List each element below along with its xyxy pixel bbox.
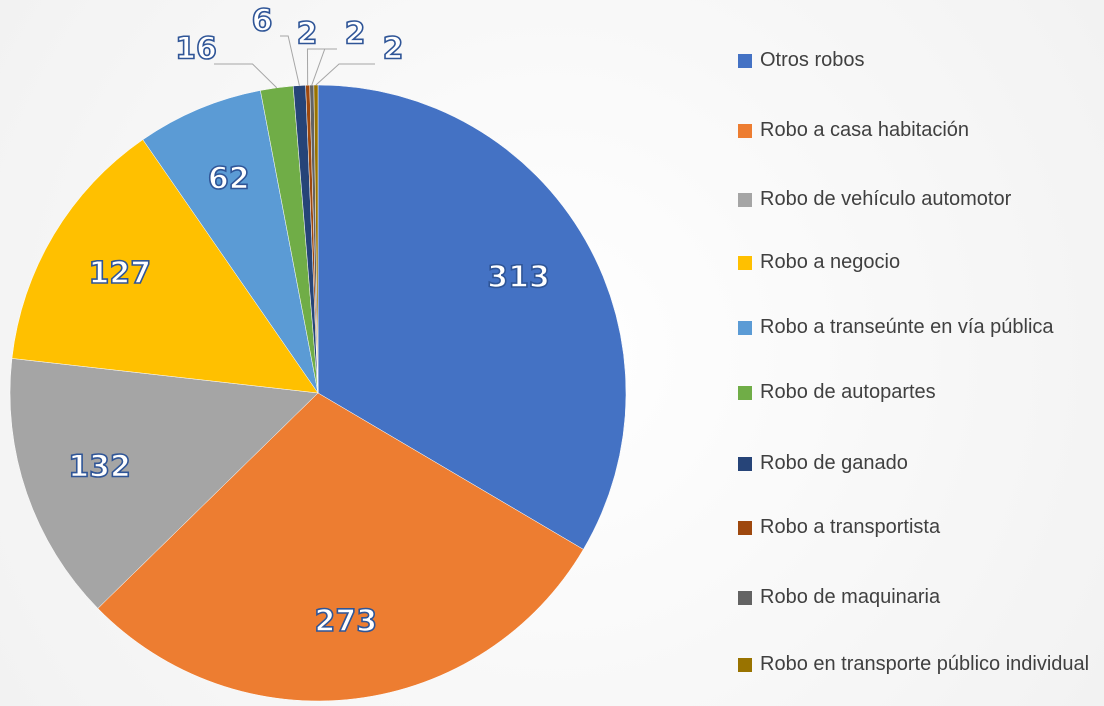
legend-label: Robo de vehículo automotor: [760, 188, 1012, 210]
leader-line: [280, 35, 300, 86]
legend-label: Robo en transporte público individual: [760, 653, 1090, 675]
legend-swatch: [738, 124, 752, 138]
data-label: 6: [252, 4, 273, 39]
legend-swatch: [738, 457, 752, 471]
legend-item: Robo de ganado: [738, 449, 1098, 477]
leader-line: [306, 48, 325, 86]
legend-swatch: [738, 658, 752, 672]
legend-swatch: [738, 386, 752, 400]
legend-item: Robo a transportista: [738, 513, 1098, 541]
legend-item: Robo de vehículo automotor: [738, 185, 1098, 213]
legend-label: Robo a negocio: [760, 251, 901, 273]
legend-item: Robo a negocio: [738, 248, 1098, 276]
legend-label: Robo a transportista: [760, 516, 941, 538]
pie-slice: [142, 90, 319, 394]
legend-label: Robo a casa habitación: [760, 119, 970, 141]
legend-swatch: [738, 591, 752, 605]
legend-item: Robo a casa habitación: [738, 116, 1098, 144]
legend-label: Robo de ganado: [760, 452, 908, 474]
leader-line: [315, 63, 375, 86]
legend-item: Robo de autopartes: [738, 378, 1098, 406]
data-label: 273: [315, 604, 378, 639]
legend-label: Robo de autopartes: [760, 381, 936, 403]
legend-item: Robo de maquinaria: [738, 583, 1098, 611]
legend-item: Robo en transporte público individual: [738, 650, 1098, 678]
leader-line: [214, 63, 278, 89]
leader-line: [311, 48, 337, 86]
legend-swatch: [738, 321, 752, 335]
legend-label: Robo de maquinaria: [760, 586, 941, 608]
data-label: 2: [345, 17, 366, 52]
legend-swatch: [738, 54, 752, 68]
data-label: 2: [383, 32, 404, 67]
data-label: 132: [68, 450, 131, 485]
legend-swatch: [738, 521, 752, 535]
legend-label: Robo a transeúnte en vía pública: [760, 316, 1054, 338]
data-label: 62: [208, 161, 250, 196]
pie-slice: [9, 358, 319, 609]
legend-swatch: [738, 193, 752, 207]
data-label: 127: [88, 256, 151, 291]
pie-slice: [317, 84, 627, 550]
pie-slice: [97, 392, 584, 702]
legend-label: Otros robos: [760, 49, 865, 71]
pie-slice: [11, 139, 319, 394]
data-label: 2: [297, 17, 318, 52]
data-label: 313: [487, 260, 550, 295]
legend-item: Robo a transeúnte en vía pública: [738, 313, 1098, 341]
legend-swatch: [738, 256, 752, 270]
legend-item: Otros robos: [738, 46, 1098, 74]
data-label: 16: [175, 32, 217, 67]
legend: Otros robos Robo a casa habitación Robo de…: [738, 0, 1104, 706]
